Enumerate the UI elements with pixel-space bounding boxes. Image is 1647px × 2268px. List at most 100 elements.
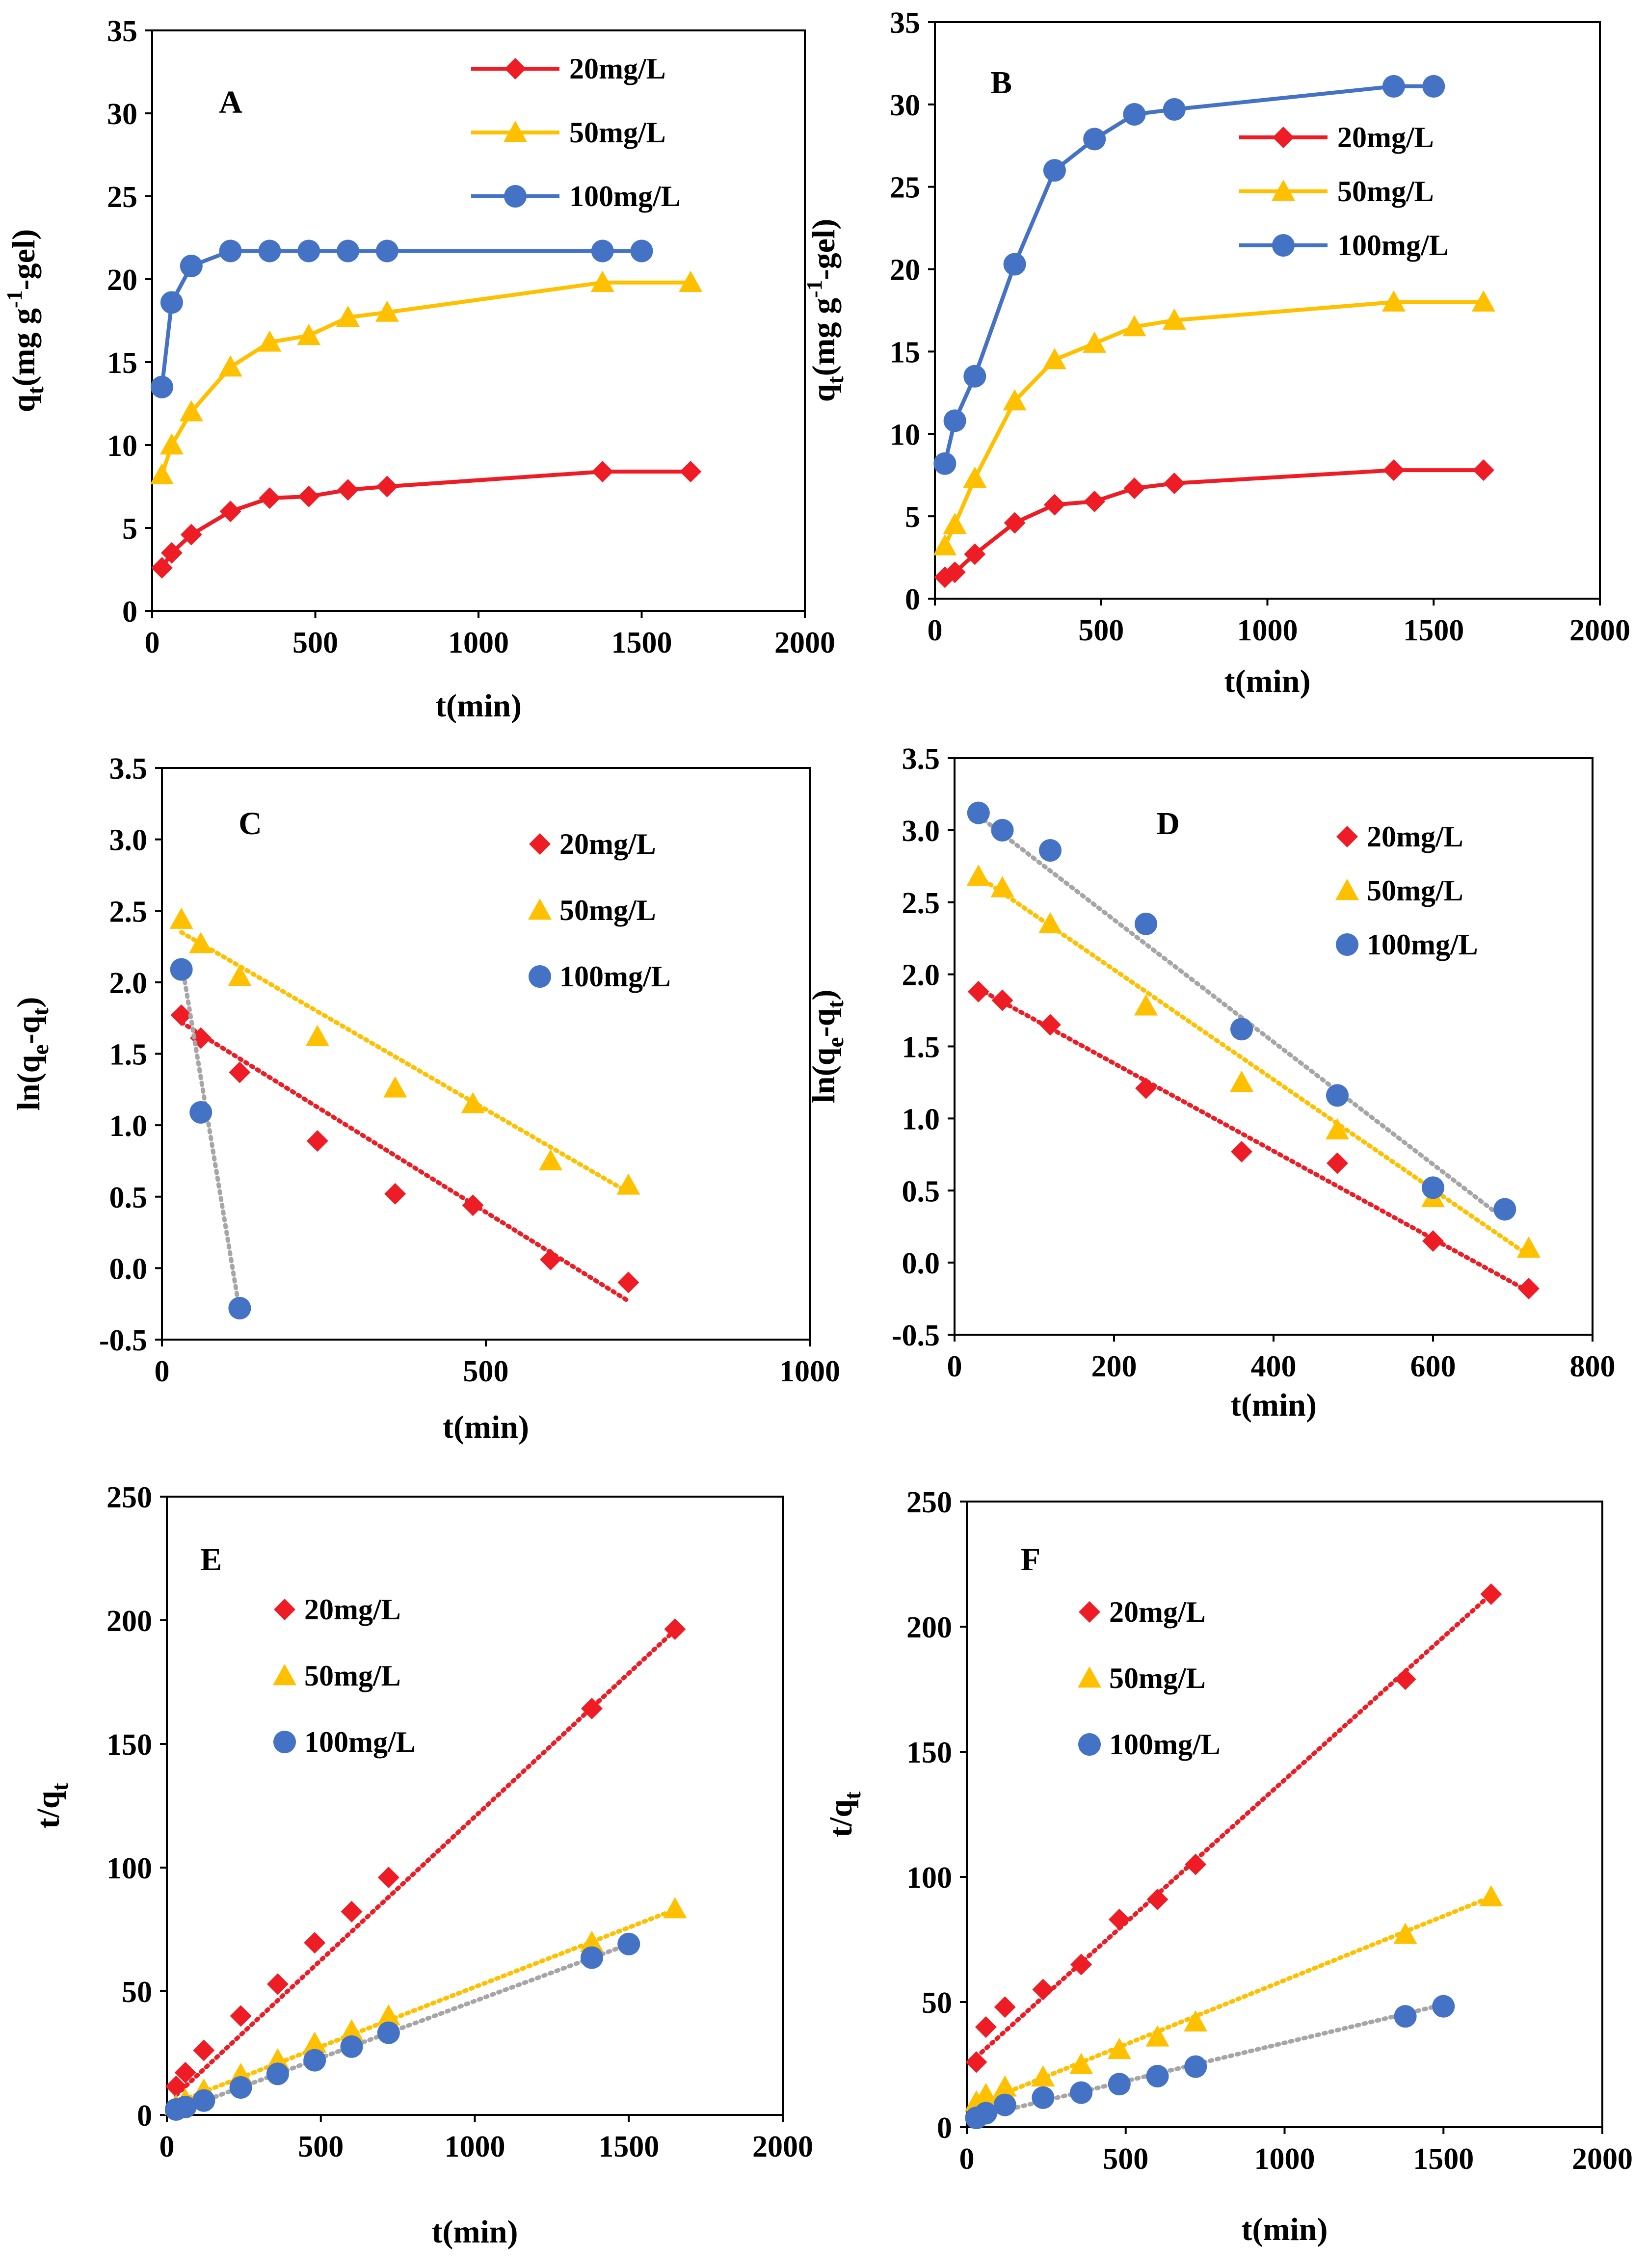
data-point bbox=[151, 557, 173, 579]
legend-marker bbox=[504, 185, 527, 208]
data-point bbox=[1043, 159, 1066, 182]
data-point bbox=[340, 2019, 364, 2041]
data-point bbox=[219, 501, 241, 523]
x-tick-label: 500 bbox=[292, 626, 338, 659]
series-100mg-l bbox=[164, 1932, 640, 2121]
panel-letter: F bbox=[1021, 1542, 1040, 1578]
legend-label: 100mg/L bbox=[559, 960, 671, 993]
data-point bbox=[581, 1697, 603, 1719]
data-point bbox=[1043, 494, 1065, 516]
data-point bbox=[943, 409, 966, 432]
data-point bbox=[336, 305, 360, 327]
series-100mg-l bbox=[150, 239, 653, 398]
data-point bbox=[591, 461, 613, 483]
y-tick-label: 20 bbox=[890, 254, 920, 287]
data-point bbox=[963, 365, 986, 388]
legend-label: 50mg/L bbox=[1337, 175, 1434, 208]
data-point bbox=[377, 2021, 400, 2044]
data-point bbox=[991, 818, 1014, 842]
data-point bbox=[990, 876, 1014, 897]
data-point bbox=[1422, 1176, 1444, 1199]
data-point bbox=[1146, 2064, 1169, 2087]
legend-marker bbox=[1335, 879, 1359, 900]
data-point bbox=[1108, 2073, 1131, 2096]
series-100mg-l bbox=[965, 1995, 1455, 2130]
data-point bbox=[337, 239, 359, 263]
data-point bbox=[1032, 2086, 1055, 2109]
x-tick-label: 2000 bbox=[1572, 2142, 1633, 2176]
data-point bbox=[174, 2095, 197, 2118]
legend-label: 20mg/L bbox=[1367, 820, 1463, 853]
data-point bbox=[192, 2089, 215, 2112]
data-point bbox=[580, 1930, 604, 1952]
data-point bbox=[933, 534, 957, 555]
data-point bbox=[993, 2075, 1017, 2097]
data-point bbox=[1084, 490, 1106, 512]
data-point bbox=[967, 980, 989, 1002]
data-point bbox=[1230, 1070, 1253, 1092]
data-point bbox=[1472, 459, 1494, 481]
legend: 20mg/L 50mg/L 100mg/L bbox=[1078, 1596, 1221, 1761]
panel-letter: B bbox=[990, 65, 1012, 101]
data-point bbox=[1003, 389, 1027, 411]
data-point bbox=[266, 2062, 289, 2085]
panel-letter: C bbox=[239, 806, 262, 842]
data-point bbox=[297, 239, 320, 263]
series-50mg-l bbox=[966, 864, 1541, 1258]
x-tick-label: 1000 bbox=[779, 1355, 840, 1388]
legend-label: 20mg/L bbox=[569, 53, 666, 85]
x-tick-label: 0 bbox=[928, 614, 943, 647]
data-point bbox=[1393, 1923, 1417, 1944]
data-point bbox=[1479, 1885, 1503, 1906]
data-point bbox=[1493, 1198, 1516, 1221]
legend-marker bbox=[504, 121, 527, 142]
data-point bbox=[169, 907, 193, 929]
x-tick-label: 1000 bbox=[1237, 614, 1298, 647]
x-tick-label: 1000 bbox=[445, 2130, 505, 2163]
legend-label: 100mg/L bbox=[304, 1726, 416, 1758]
data-point bbox=[1185, 1853, 1207, 1875]
data-point bbox=[1230, 1018, 1253, 1041]
x-tick-label: 0 bbox=[947, 1350, 962, 1383]
x-axis-label: t(min) bbox=[443, 1409, 529, 1445]
y-tick-label: 0 bbox=[137, 2099, 152, 2133]
data-point bbox=[383, 1076, 407, 1098]
y-tick-label: 15 bbox=[890, 336, 920, 369]
x-tick-label: 0 bbox=[959, 2142, 975, 2176]
data-point bbox=[229, 1061, 251, 1083]
data-point bbox=[663, 1897, 687, 1919]
data-point bbox=[1070, 1953, 1092, 1976]
data-point bbox=[539, 1149, 562, 1171]
data-point bbox=[1083, 128, 1106, 151]
x-tick-label: 1500 bbox=[1413, 2142, 1474, 2176]
legend-marker bbox=[1336, 933, 1358, 956]
data-point bbox=[1083, 331, 1107, 353]
legend-marker bbox=[274, 1599, 295, 1620]
data-point bbox=[965, 2051, 987, 2073]
data-point bbox=[230, 2005, 252, 2027]
panel-c: 0 500 1000 -0.5 0.0 0.5 1.0 1.5 2.0 2.5 3.0 3.5 t(mi… bbox=[11, 752, 840, 1445]
y-tick-label: 5 bbox=[905, 501, 920, 534]
y-tick-label: 30 bbox=[107, 98, 137, 131]
data-point bbox=[680, 461, 702, 483]
data-point bbox=[590, 270, 614, 292]
data-point bbox=[1382, 75, 1405, 98]
legend: 20mg/L 50mg/L 100mg/L bbox=[528, 828, 671, 993]
data-point bbox=[944, 561, 966, 583]
data-point bbox=[974, 2083, 998, 2104]
y-tick-label: 0 bbox=[937, 2111, 952, 2145]
data-point bbox=[591, 239, 614, 263]
data-point bbox=[150, 463, 174, 485]
data-point bbox=[1031, 2065, 1055, 2087]
y-tick-label: 2.5 bbox=[109, 895, 148, 928]
data-point bbox=[1162, 308, 1186, 330]
data-point bbox=[1070, 2081, 1093, 2104]
legend-label: 20mg/L bbox=[1109, 1596, 1206, 1628]
series-50mg-l bbox=[150, 270, 703, 485]
legend-marker bbox=[273, 1731, 296, 1753]
data-point bbox=[617, 1271, 639, 1293]
data-point bbox=[1069, 2053, 1093, 2074]
series-20mg-l bbox=[934, 459, 1494, 588]
y-tick-label: 10 bbox=[107, 429, 137, 463]
y-tick-label: 250 bbox=[106, 1481, 152, 1514]
